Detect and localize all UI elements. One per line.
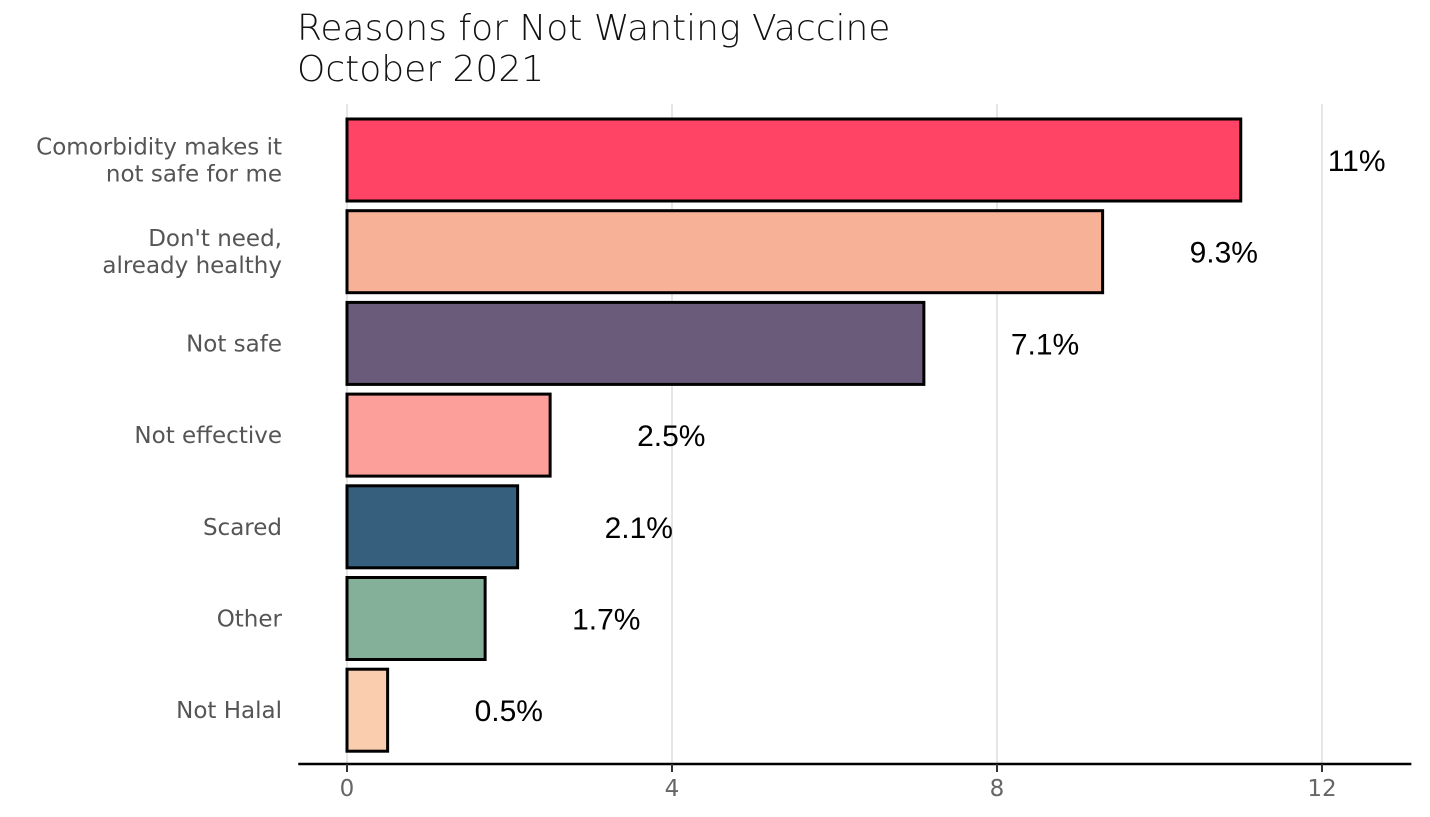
bar (345, 209, 1105, 295)
chart-subtitle: October 2021 (297, 49, 545, 90)
x-tick-label: 8 (990, 776, 1005, 802)
category-label: Comorbidity makes it not safe for me (36, 135, 282, 188)
data-label: 9.3% (1190, 237, 1258, 270)
category-label: Not safe (186, 331, 282, 357)
category-label: Don't need, already healthy (102, 226, 282, 279)
bar (345, 117, 1243, 203)
x-axis: 0 4 8 12 (298, 762, 1412, 802)
data-label: 11% (1328, 145, 1386, 178)
category-labels: Comorbidity makes it not safe for me Don't… (36, 135, 282, 725)
chart-title-block: Reasons for Not Wanting Vaccine October … (297, 8, 890, 90)
bar (345, 484, 520, 570)
data-label: 7.1% (1011, 328, 1079, 361)
bars (345, 117, 1243, 753)
category-label: Not effective (134, 423, 282, 449)
data-label: 1.7% (572, 604, 640, 637)
category-label: Other (217, 607, 283, 633)
x-tick-label: 4 (665, 776, 680, 802)
bar (345, 300, 926, 386)
data-label: 2.5% (637, 420, 705, 453)
category-label: Scared (203, 515, 282, 541)
data-labels: 11% 9.3% 7.1% 2.5% 2.1% 1.7% 0.5% (475, 145, 1386, 728)
bar (345, 392, 552, 478)
bar (345, 576, 487, 661)
bar (345, 667, 390, 753)
x-tick-label: 12 (1307, 776, 1336, 802)
x-tick-label: 0 (340, 776, 355, 802)
chart-title: Reasons for Not Wanting Vaccine (297, 8, 891, 49)
category-label: Not Halal (176, 698, 282, 724)
data-label: 0.5% (475, 695, 543, 728)
data-label: 2.1% (605, 512, 673, 545)
